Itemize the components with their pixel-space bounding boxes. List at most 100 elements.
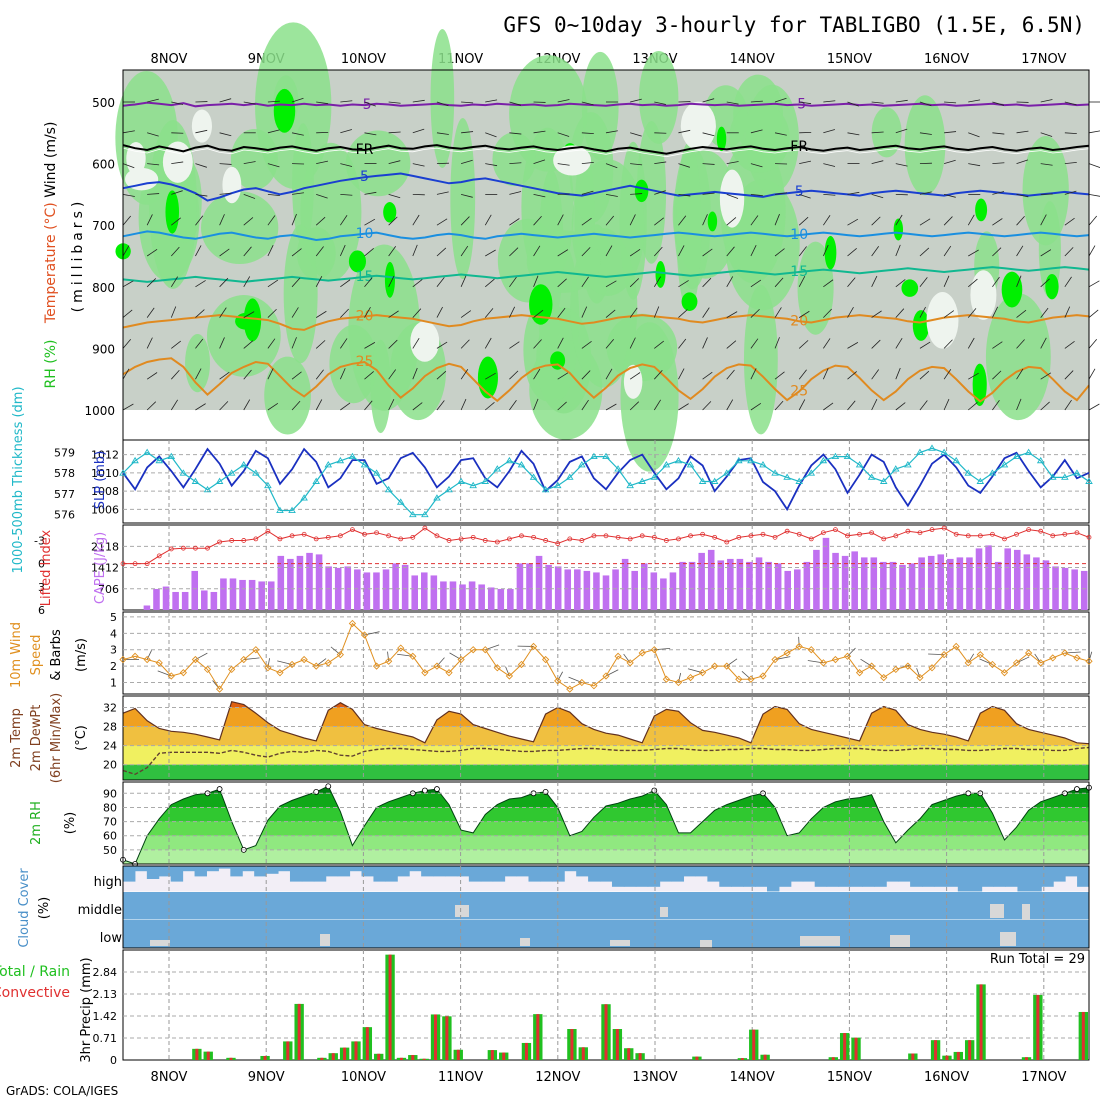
cloud-bar bbox=[850, 920, 862, 948]
cloud-bar bbox=[540, 892, 552, 920]
isotherm-label: 20 bbox=[790, 313, 808, 329]
cloud-bar bbox=[910, 892, 922, 920]
cloud-bar bbox=[779, 866, 791, 887]
cape-bar bbox=[985, 545, 992, 610]
credit-label: GrADS: COLA/IGES bbox=[6, 1084, 118, 1098]
precip-conv-bar bbox=[605, 1004, 608, 1060]
rh-shade-bright bbox=[1002, 272, 1023, 308]
cloud-bar bbox=[314, 892, 326, 920]
rh-shade-bright bbox=[825, 236, 837, 270]
cloud-bar bbox=[588, 892, 600, 920]
cloud-bar bbox=[684, 866, 696, 876]
cloud-bar bbox=[1041, 920, 1053, 948]
cape-bar bbox=[220, 578, 227, 610]
cloud-bar bbox=[528, 920, 540, 948]
cloud-patch bbox=[700, 940, 712, 948]
cloud-bar bbox=[206, 892, 218, 920]
cloud-bar bbox=[314, 866, 326, 882]
cloud-bar bbox=[171, 866, 183, 882]
cloud-bar bbox=[1077, 920, 1089, 948]
precip-conv-bar bbox=[752, 1030, 755, 1060]
cloud-bar bbox=[278, 866, 290, 871]
cape-bar bbox=[679, 562, 686, 610]
cloud-bar bbox=[540, 920, 552, 948]
cape-bar bbox=[918, 557, 925, 610]
cloud-bar bbox=[230, 892, 242, 920]
cloud-bar bbox=[123, 866, 135, 882]
cloud-bar bbox=[326, 866, 338, 876]
rh-shade-bright bbox=[274, 89, 295, 133]
cloud-bar bbox=[695, 866, 707, 876]
cloud-bar bbox=[934, 866, 946, 887]
cloud-bar bbox=[719, 920, 731, 948]
cloud-bar bbox=[326, 892, 338, 920]
cloud-bar bbox=[827, 866, 839, 887]
precip-conv-bar bbox=[536, 1014, 539, 1060]
cloud-bar bbox=[576, 920, 588, 948]
cloud-bar bbox=[266, 920, 278, 948]
cloud-bar bbox=[457, 920, 469, 948]
cloud-patch bbox=[800, 936, 840, 946]
wind-label3: & Barbs bbox=[49, 629, 64, 681]
cloud-bar bbox=[684, 892, 696, 920]
precip-conv-bar bbox=[502, 1053, 505, 1060]
top-date-7: 15NOV bbox=[827, 52, 872, 67]
cloud-bar bbox=[779, 920, 791, 948]
precip-conv-bar bbox=[298, 1004, 301, 1060]
cape-bar bbox=[574, 569, 581, 610]
cloud-bar bbox=[338, 920, 350, 948]
temp-label1: 2m Temp bbox=[9, 708, 24, 768]
cloud-bar bbox=[528, 892, 540, 920]
upper-wind-label: Wind (m/s) bbox=[43, 122, 59, 198]
cloud-bar bbox=[147, 892, 159, 920]
cape-bar bbox=[488, 587, 495, 610]
rh-shade-dry bbox=[222, 167, 241, 204]
cloud-bar bbox=[564, 866, 576, 871]
cloud-bar bbox=[660, 866, 672, 882]
cloud-bar bbox=[385, 892, 397, 920]
cape-bar bbox=[172, 592, 179, 610]
precip-conv-bar bbox=[627, 1048, 630, 1060]
cloud-bar bbox=[505, 892, 517, 920]
cloud-bar bbox=[1017, 866, 1029, 892]
precip-conv-bar bbox=[445, 1016, 448, 1060]
cloud-bar bbox=[886, 892, 898, 920]
cloud-bar bbox=[552, 866, 564, 882]
cape-bar bbox=[851, 551, 858, 610]
cloud-bar bbox=[755, 866, 767, 887]
precip-conv-bar bbox=[1036, 995, 1039, 1060]
rh-band bbox=[123, 850, 1089, 864]
cape-label: CAPE (J/kg) bbox=[93, 532, 108, 604]
pressure-tick: 600 bbox=[92, 158, 115, 172]
cape-bar bbox=[498, 589, 505, 610]
cloud-bar bbox=[552, 892, 564, 920]
cloud-bar bbox=[934, 920, 946, 948]
cape-bar bbox=[976, 548, 983, 610]
rh-shade-bright bbox=[975, 198, 987, 221]
cloud-bar bbox=[266, 892, 278, 920]
isotherm-label: 25 bbox=[790, 384, 808, 400]
cloud-unit: (%) bbox=[37, 897, 52, 920]
cloud-bar bbox=[195, 892, 207, 920]
cloud-bar bbox=[350, 920, 362, 948]
cloud-bar bbox=[218, 920, 230, 948]
cape-bar bbox=[689, 562, 696, 610]
cloud-bar bbox=[373, 920, 385, 948]
pressure-tick: 1000 bbox=[84, 404, 115, 418]
cloud-bar bbox=[958, 892, 970, 920]
rh-shade bbox=[370, 340, 390, 433]
cloud-bar bbox=[850, 892, 862, 920]
isotherm-label: 5 bbox=[360, 169, 369, 185]
isotherm-label: 10 bbox=[790, 227, 808, 243]
cloud-bar bbox=[1077, 866, 1089, 887]
cloud-bar bbox=[958, 866, 970, 892]
cloud-bar bbox=[672, 892, 684, 920]
cloud-bar bbox=[385, 866, 397, 882]
cloud-bar bbox=[433, 866, 445, 876]
thick-tick: 576 bbox=[54, 509, 75, 522]
cloud-bar bbox=[123, 920, 135, 948]
cloud-bar bbox=[576, 866, 588, 876]
cape-bar bbox=[402, 565, 409, 610]
cape-bar bbox=[383, 569, 390, 610]
cape-bar bbox=[182, 592, 189, 610]
